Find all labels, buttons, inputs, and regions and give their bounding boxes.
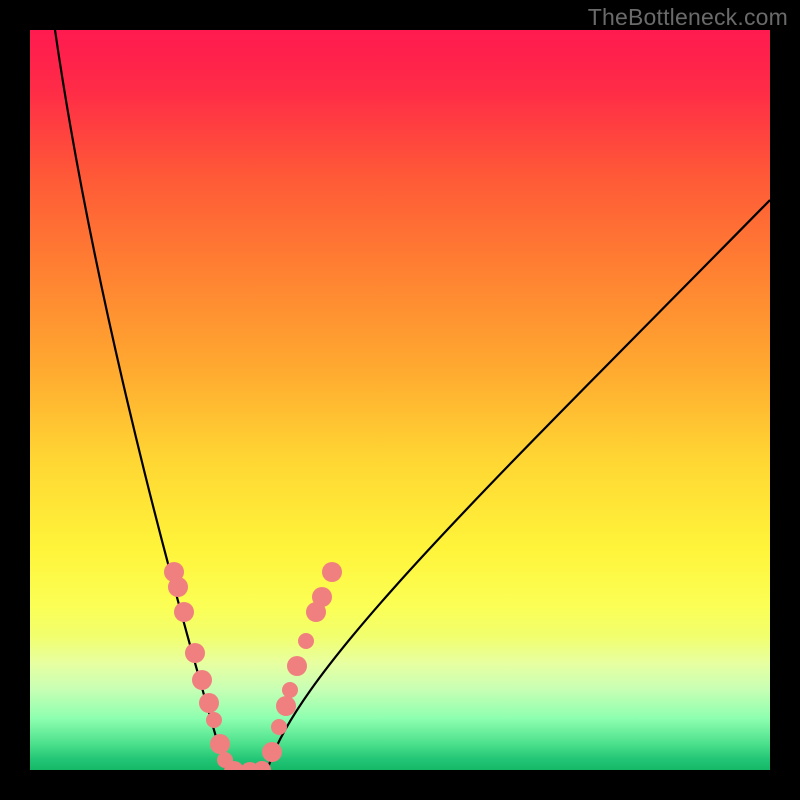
data-marker [322,562,342,582]
data-marker [185,643,205,663]
v-curve-chart [0,0,800,800]
watermark-text: TheBottleneck.com [588,4,788,31]
data-marker [287,656,307,676]
data-marker [199,693,219,713]
data-marker [282,682,298,698]
data-marker [174,602,194,622]
data-marker [206,712,222,728]
data-marker [298,633,314,649]
data-marker [312,587,332,607]
data-marker [262,742,282,762]
data-marker [276,696,296,716]
data-marker [192,670,212,690]
chart-frame: TheBottleneck.com [0,0,800,800]
data-marker [168,577,188,597]
data-marker [210,734,230,754]
gradient-background [30,30,770,770]
data-marker [271,719,287,735]
